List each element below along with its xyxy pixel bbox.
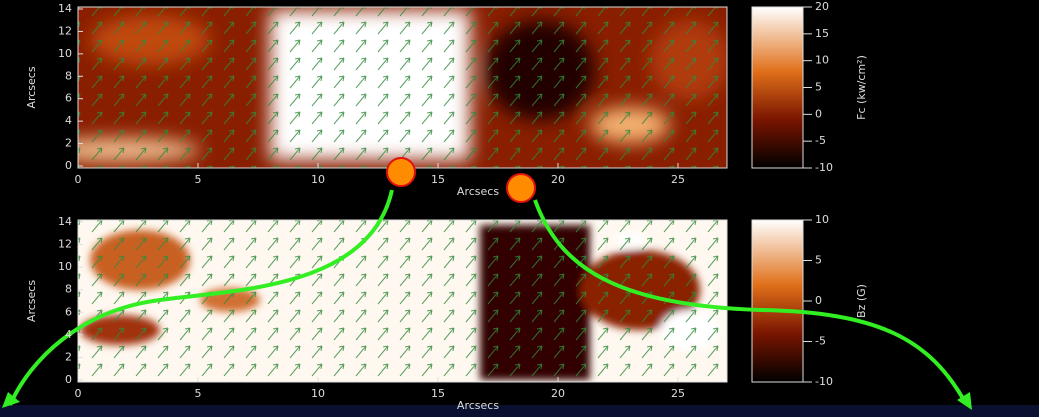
colorbar-tick-label: 5 [815,81,822,94]
colorbar-tick-label: 15 [815,27,829,40]
arrow [533,199,967,403]
colorbar-tick-label: 10 [815,54,829,67]
colorbar-tick-label: 20 [815,0,829,13]
colorbar-tick-label: -5 [815,335,826,348]
x-tick-label: 25 [671,173,685,186]
y-tick-label: 8 [65,283,72,296]
y-tick-label: 12 [58,238,72,251]
colorbar-tick-label: -10 [815,375,833,388]
marker [506,173,536,203]
y-tick-label: 14 [58,215,72,228]
colorbar-tick-label: 0 [815,294,822,307]
arrow [8,189,394,406]
x-tick-label: 20 [551,387,565,400]
y-axis-label: Arcsecs [25,66,38,108]
y-tick-label: 12 [58,24,72,37]
y-tick-label: 2 [65,137,72,150]
y-tick-label: 0 [65,159,72,172]
y-tick-label: 2 [65,350,72,363]
colorbar-tick-label: -5 [815,134,826,147]
x-tick-label: 15 [431,173,445,186]
x-tick-label: 5 [195,173,202,186]
colorbar-tick-label: 10 [815,213,829,226]
y-tick-label: 0 [65,373,72,386]
x-tick-label: 0 [75,173,82,186]
arrowhead [2,392,20,408]
colorbar-tick-label: 0 [815,107,822,120]
y-tick-label: 4 [65,114,72,127]
y-axis-label: Arcsecs [25,280,38,322]
colorbar [751,6,804,169]
y-tick-label: 6 [65,305,72,318]
y-tick-label: 10 [58,47,72,60]
heatmap-bottom [78,220,727,382]
x-tick-label: 15 [431,387,445,400]
x-tick-label: 10 [311,173,325,186]
x-tick-label: 0 [75,387,82,400]
x-tick-label: 20 [551,173,565,186]
colorbar-label: Fc (kw/cm²) [855,55,868,120]
y-tick-label: 8 [65,69,72,82]
plot-frame [77,219,728,383]
y-tick-label: 6 [65,92,72,105]
x-tick-label: 10 [311,387,325,400]
colorbar-tick-label: -10 [815,161,833,174]
colorbar [751,219,804,383]
x-tick-label: 5 [195,387,202,400]
arrowhead [957,392,972,410]
marker [386,157,416,187]
colorbar-label: Bz (G) [855,284,868,318]
colorbar-tick-label: 5 [815,254,822,267]
x-axis-label: Arcsecs [457,185,499,198]
y-tick-label: 10 [58,260,72,273]
y-tick-label: 4 [65,328,72,341]
x-axis-label: Arcsecs [457,399,499,412]
x-tick-label: 25 [671,387,685,400]
bottom-strip [0,405,1039,417]
y-tick-label: 14 [58,2,72,15]
heatmap-top [78,7,727,168]
